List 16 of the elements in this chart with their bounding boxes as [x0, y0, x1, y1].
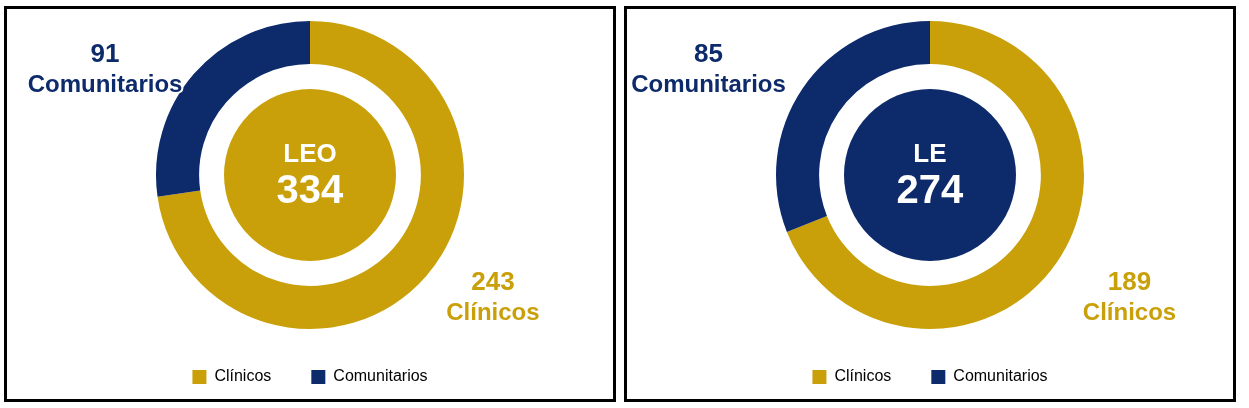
text: 334: [276, 167, 344, 212]
text: LE: [912, 137, 948, 168]
legend-label: Clínicos: [834, 367, 892, 385]
text: LEO: [282, 137, 338, 168]
data-label: 243: [471, 266, 515, 297]
slice-label: Comunitarios: [27, 69, 183, 97]
legend-label: Clínicos: [214, 367, 272, 385]
text: 274: [896, 167, 964, 212]
legend-label: Comunitarios: [953, 367, 1048, 385]
slice-label: Clínicos: [1082, 297, 1177, 325]
slice-label: Comunitarios: [631, 69, 786, 97]
data-label: 91: [90, 38, 120, 69]
legend-label: Comunitarios: [333, 367, 428, 385]
data-label: 189: [1107, 266, 1152, 297]
data-label: 85: [694, 38, 723, 69]
slice-label: Clínicos: [446, 297, 540, 325]
